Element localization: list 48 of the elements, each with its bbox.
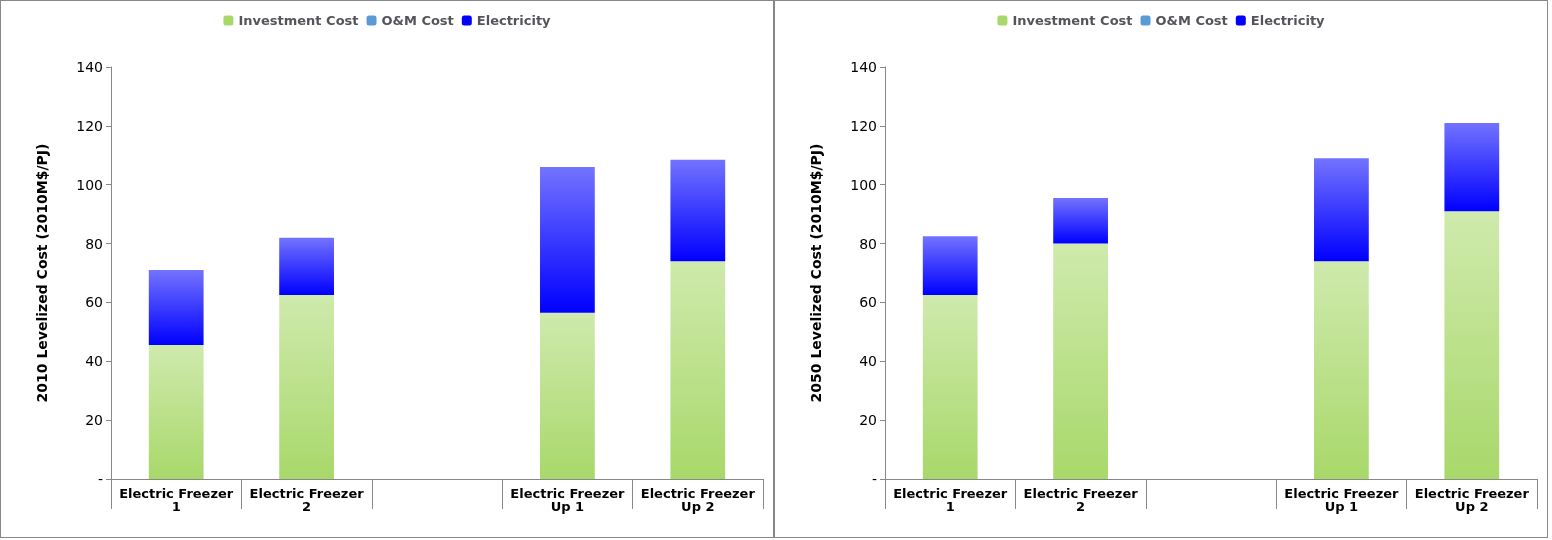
- legend-label: Investment Cost: [1012, 13, 1133, 28]
- legend-label: Investment Cost: [238, 13, 359, 28]
- bar: [922, 236, 978, 296]
- y-tick-label: 60: [85, 294, 103, 311]
- bar: [148, 270, 204, 346]
- x-tick-label: Electric Freezer Up 1: [1284, 486, 1400, 514]
- bar: [540, 312, 595, 479]
- y-tick-label: 100: [76, 176, 103, 193]
- bar: [540, 167, 595, 313]
- y-tick-label: 40: [859, 353, 877, 370]
- legend-label: O&M Cost: [381, 13, 454, 28]
- x-tick-label: Electric Freezer Up 2: [1414, 486, 1530, 514]
- bar: [1053, 197, 1108, 244]
- y-tick-label: 80: [859, 235, 877, 252]
- legend-label: O&M Cost: [1155, 13, 1228, 28]
- x-tick-label: Electric Freezer 2: [1023, 486, 1139, 514]
- bar: [279, 295, 334, 479]
- y-tick-label: 40: [85, 353, 103, 370]
- bar: [670, 159, 726, 262]
- y-tick-label: 100: [850, 176, 877, 193]
- y-tick-label: 20: [85, 412, 103, 429]
- bar: [1444, 211, 1500, 479]
- y-tick-label: 80: [85, 235, 103, 252]
- y-tick-label: 60: [859, 294, 877, 311]
- y-tick-label: -: [97, 471, 103, 487]
- y-axis-title: 2050 Levelized Cost (2010M$/PJ): [808, 143, 824, 403]
- y-tick-label: -: [871, 471, 877, 487]
- y-tick-label: 20: [859, 412, 877, 429]
- x-tick-label: Electric Freezer Up 1: [510, 486, 626, 514]
- bar: [148, 345, 204, 479]
- x-tick-label: Electric Freezer 1: [893, 486, 1008, 514]
- y-tick-label: 140: [76, 59, 103, 75]
- y-tick-label: 120: [76, 117, 103, 134]
- legend-label: Electricity: [1250, 13, 1326, 28]
- bar: [922, 295, 978, 479]
- x-tick-label: Electric Freezer 1: [119, 486, 234, 514]
- y-tick-label: 120: [850, 117, 877, 134]
- legend-label: Electricity: [476, 13, 552, 28]
- bar: [279, 237, 334, 296]
- y-axis-title: 2010 Levelized Cost (2010M$/PJ): [34, 143, 50, 403]
- bar: [1444, 122, 1500, 212]
- bar: [670, 261, 726, 479]
- bar: [1053, 243, 1108, 479]
- x-tick-label: Electric Freezer Up 2: [640, 486, 756, 514]
- x-tick-label: Electric Freezer 2: [249, 486, 365, 514]
- y-tick-label: 140: [850, 59, 877, 75]
- bar: [1314, 261, 1369, 479]
- bar: [1314, 158, 1369, 262]
